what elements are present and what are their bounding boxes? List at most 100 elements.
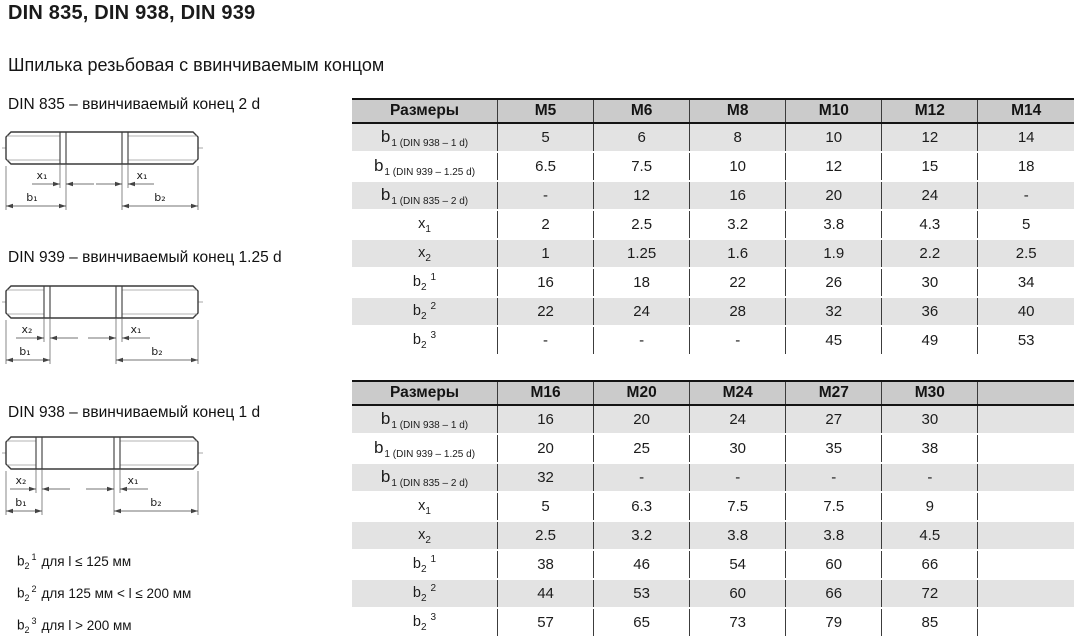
value-cell: 18 [593, 268, 690, 298]
value-cell: 36 [881, 297, 978, 327]
value-cell: 60 [689, 579, 786, 609]
row-label-base: x [418, 215, 426, 232]
dim-label-b-left: b₁ [15, 496, 26, 509]
value-cell: 4.3 [881, 210, 978, 240]
row-label-base: b [17, 585, 25, 601]
value-cell [977, 463, 1074, 493]
value-cell: 73 [689, 608, 786, 636]
value-cell: 53 [977, 326, 1074, 354]
row-label-sub: 1 (DIN 835 – 2 d) [391, 477, 469, 489]
value-cell: 65 [593, 608, 690, 636]
value-cell: 6.5 [496, 152, 594, 182]
value-cell: 32 [785, 297, 882, 327]
value-cell: 16 [496, 405, 594, 435]
value-cell: 1.6 [689, 239, 786, 269]
value-cell: - [689, 463, 786, 493]
row-label-base: b [412, 274, 421, 290]
row-label-base: b [380, 466, 391, 486]
value-cell: 10 [689, 152, 786, 182]
row-label: b1 (DIN 835 – 2 d) [352, 463, 498, 493]
footnote: b21 для l ≤ 125 мм [17, 552, 191, 571]
value-cell: 18 [977, 152, 1074, 182]
row-label-sup: 3 [430, 330, 437, 341]
size-table-m5-m14: Размеры M5 M6 M8 M10 M12 M14 b1 (DIN 938 – 1 d)… [352, 98, 1074, 354]
table-row: b23 57 65 73 79 85 [352, 608, 1074, 636]
value-cell: 57 [496, 608, 594, 636]
size-column-header: M6 [593, 98, 690, 124]
value-cell: - [881, 463, 978, 493]
table-body: b1 (DIN 938 – 1 d) 16 20 24 27 30 b1 (DIN 939 … [352, 405, 1074, 636]
row-label-sub: 1 (DIN 938 – 1 d) [391, 419, 469, 431]
value-cell: 8 [689, 123, 786, 153]
value-cell [977, 405, 1074, 435]
size-column-header: M12 [881, 98, 978, 124]
value-cell: 2 [496, 210, 594, 240]
value-cell: 46 [593, 550, 690, 580]
technical-drawing-din939: x₂ x₁ b₁ b₂ [2, 285, 206, 364]
value-cell [977, 579, 1074, 609]
value-cell [977, 608, 1074, 636]
value-cell: 3.2 [593, 521, 690, 551]
value-cell: 10 [785, 123, 882, 153]
row-label-base: b [412, 585, 421, 601]
size-column-header: M8 [689, 98, 786, 124]
value-cell: - [977, 181, 1074, 211]
value-cell: 72 [881, 579, 978, 609]
row-label-sup: 3 [430, 612, 437, 623]
row-label-sub: 2 [420, 564, 427, 575]
footnote-text: для 125 мм < l ≤ 200 мм [41, 585, 192, 601]
row-label-sub: 2 [24, 593, 30, 604]
value-cell: 30 [881, 268, 978, 298]
value-cell: 26 [785, 268, 882, 298]
diagram-label-din835: DIN 835 – ввинчиваемый конец 2 d [8, 96, 261, 113]
value-cell: 1 [496, 239, 594, 269]
row-label-base: b [17, 617, 25, 633]
value-cell: 34 [977, 268, 1074, 298]
value-cell: 22 [689, 268, 786, 298]
value-cell: 28 [689, 297, 786, 327]
value-cell: - [496, 181, 594, 211]
page-title: DIN 835, DIN 938, DIN 939 [8, 2, 256, 24]
size-column-header: M30 [881, 380, 978, 406]
value-cell: 66 [785, 579, 882, 609]
table-row: x1 2 2.5 3.2 3.8 4.3 5 [352, 210, 1074, 240]
row-label: x1 [352, 210, 498, 240]
value-cell: 4.5 [881, 521, 978, 551]
value-cell: 9 [881, 492, 978, 522]
value-cell: 2.5 [496, 521, 594, 551]
table-header: Размеры M5 M6 M8 M10 M12 M14 [352, 98, 1074, 124]
size-table-m16-m30: Размеры M16 M20 M24 M27 M30 b 1 (DIN 938 – 1 d)… [352, 380, 1074, 636]
value-cell: 44 [496, 579, 594, 609]
footnote-text: для l > 200 мм [41, 617, 132, 633]
row-label-base: b [412, 556, 421, 572]
value-cell: 15 [881, 152, 978, 182]
value-cell: 35 [785, 434, 882, 464]
footnote: b23 для l > 200 мм [17, 616, 191, 635]
row-label-sup: 2 [31, 584, 37, 594]
value-cell: 79 [785, 608, 882, 636]
dim-label-x-left: x₂ [16, 474, 27, 487]
header-row: Размеры M5 M6 M8 M10 M12 M14 [352, 98, 1074, 124]
value-cell: 16 [496, 268, 594, 298]
value-cell: - [593, 463, 690, 493]
row-label: b23 [352, 608, 498, 636]
row-label-sub: 1 (DIN 939 – 1.25 d) [384, 448, 476, 460]
dim-label-b-left: b₁ [26, 191, 37, 204]
value-cell: 6 [593, 123, 690, 153]
value-cell: 30 [689, 434, 786, 464]
value-cell: 7.5 [689, 492, 786, 522]
row-label: b1 (DIN 835 – 2 d) [352, 181, 498, 211]
header-row: Размеры M16 M20 M24 M27 M30 [352, 380, 1074, 406]
row-label-sub: 2 [425, 534, 431, 546]
row-label-base: b [412, 614, 421, 630]
value-cell [977, 521, 1074, 551]
row-label-sup: 3 [31, 616, 37, 626]
stud-body [2, 131, 206, 165]
size-column-header: M16 [496, 380, 594, 406]
table-row: b22 44 53 60 66 72 [352, 579, 1074, 609]
table-row: b21 16 18 22 26 30 34 [352, 268, 1074, 298]
table-row: x1 5 6.3 7.5 7.5 9 [352, 492, 1074, 522]
value-cell [977, 434, 1074, 464]
dimension-lines: x₂ x₁ b₁ b₂ [5, 469, 199, 515]
diagram-label-din939: DIN 939 – ввинчиваемый конец 1.25 d [8, 249, 282, 266]
